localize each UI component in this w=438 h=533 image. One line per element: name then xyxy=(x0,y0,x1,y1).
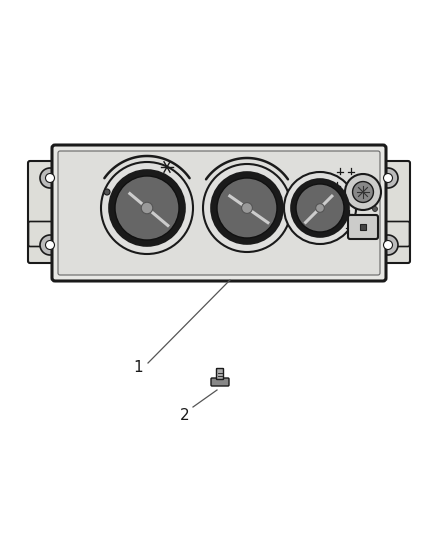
Text: 2: 2 xyxy=(180,408,190,423)
Circle shape xyxy=(384,174,392,182)
Circle shape xyxy=(384,240,392,249)
Circle shape xyxy=(242,203,252,213)
Circle shape xyxy=(104,189,110,195)
FancyBboxPatch shape xyxy=(58,151,380,275)
Circle shape xyxy=(378,168,398,188)
Circle shape xyxy=(345,174,381,210)
Circle shape xyxy=(284,172,356,244)
FancyBboxPatch shape xyxy=(381,222,410,246)
Circle shape xyxy=(101,162,193,254)
Bar xyxy=(360,224,366,230)
Circle shape xyxy=(353,182,374,203)
Circle shape xyxy=(203,164,291,252)
Circle shape xyxy=(141,202,153,214)
FancyBboxPatch shape xyxy=(348,215,378,239)
Circle shape xyxy=(316,204,324,212)
Circle shape xyxy=(378,235,398,255)
FancyBboxPatch shape xyxy=(366,161,410,263)
Circle shape xyxy=(40,168,60,188)
FancyBboxPatch shape xyxy=(216,368,223,379)
FancyBboxPatch shape xyxy=(211,378,229,386)
Circle shape xyxy=(46,174,54,182)
Circle shape xyxy=(296,184,344,232)
FancyBboxPatch shape xyxy=(52,145,386,281)
Circle shape xyxy=(40,235,60,255)
Circle shape xyxy=(372,206,378,212)
Circle shape xyxy=(46,240,54,249)
Circle shape xyxy=(291,179,349,237)
Text: 1: 1 xyxy=(133,360,143,376)
Circle shape xyxy=(109,170,185,246)
FancyBboxPatch shape xyxy=(28,161,72,263)
Circle shape xyxy=(115,176,179,240)
FancyBboxPatch shape xyxy=(28,222,57,246)
Circle shape xyxy=(211,172,283,244)
Circle shape xyxy=(217,178,277,238)
